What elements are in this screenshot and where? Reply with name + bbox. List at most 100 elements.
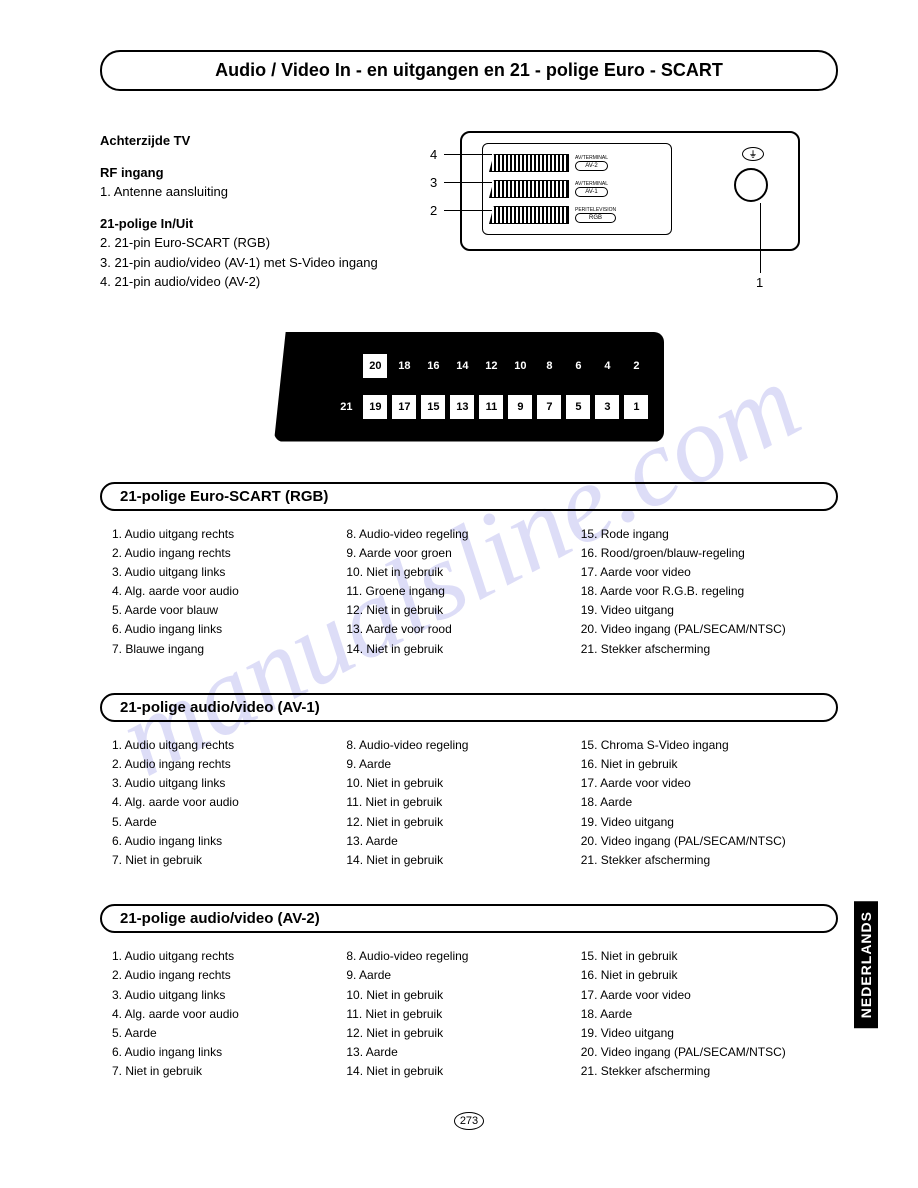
list-item: 14. Niet in gebruik bbox=[346, 640, 550, 659]
list-item: 18. Aarde voor R.G.B. regeling bbox=[581, 582, 826, 601]
pin-2: 2 bbox=[624, 354, 648, 378]
rf-socket-icon bbox=[734, 168, 768, 202]
rf-item: 1. Antenne aansluiting bbox=[100, 182, 380, 202]
scart-pin-area: 20 18 16 14 12 10 8 6 4 2 21 19 17 15 13… bbox=[305, 345, 648, 429]
list-item: 10. Niet in gebruik bbox=[346, 774, 550, 793]
pin-row-top: 20 18 16 14 12 10 8 6 4 2 bbox=[305, 354, 648, 378]
list-item: 10. Niet in gebruik bbox=[346, 986, 550, 1005]
list-item: 12. Niet in gebruik bbox=[346, 1024, 550, 1043]
scart-port-av1: AV/TERMINAL AV-1 bbox=[489, 180, 665, 198]
list-item: 4. Alg. aarde voor audio bbox=[112, 793, 316, 812]
list-item: 21. Stekker afscherming bbox=[581, 1062, 826, 1081]
list-item: 4. Alg. aarde voor audio bbox=[112, 582, 316, 601]
list-item: 19. Video uitgang bbox=[581, 1024, 826, 1043]
list-item: 6. Audio ingang links bbox=[112, 1043, 316, 1062]
rf-heading: RF ingang bbox=[100, 163, 380, 183]
io-item-4: 4. 21-pin audio/video (AV-2) bbox=[100, 272, 380, 292]
lead-3: 3 bbox=[430, 175, 437, 190]
list-item: 5. Aarde voor blauw bbox=[112, 601, 316, 620]
list-item: 13. Aarde bbox=[346, 1043, 550, 1062]
list-item: 15. Chroma S-Video ingang bbox=[581, 736, 826, 755]
pin-21: 21 bbox=[334, 395, 358, 419]
list-item: 7. Niet in gebruik bbox=[112, 1062, 316, 1081]
list-item: 18. Aarde bbox=[581, 1005, 826, 1024]
port-rgb-label: RGB bbox=[575, 213, 616, 223]
list-item: 16. Niet in gebruik bbox=[581, 755, 826, 774]
list-item: 20. Video ingang (PAL/SECAM/NTSC) bbox=[581, 1043, 826, 1062]
pin-11: 11 bbox=[479, 395, 503, 419]
pin-20: 20 bbox=[363, 354, 387, 378]
rf-mark-icon: ⏚ bbox=[742, 147, 764, 161]
section-title-av1: 21-polige audio/video (AV-1) bbox=[100, 693, 838, 722]
page-number-value: 273 bbox=[454, 1112, 484, 1130]
list-item: 6. Audio ingang links bbox=[112, 620, 316, 639]
list-item: 11. Niet in gebruik bbox=[346, 1005, 550, 1024]
list-item: 2. Audio ingang rechts bbox=[112, 755, 316, 774]
pin-15: 15 bbox=[421, 395, 445, 419]
lead-line-1 bbox=[760, 203, 761, 273]
list-item: 8. Audio-video regeling bbox=[346, 736, 550, 755]
pin-4: 4 bbox=[595, 354, 619, 378]
pin-9: 9 bbox=[508, 395, 532, 419]
list-item: 9. Aarde bbox=[346, 966, 550, 985]
list-item: 21. Stekker afscherming bbox=[581, 640, 826, 659]
pin-row-bottom: 21 19 17 15 13 11 9 7 5 3 1 bbox=[305, 395, 648, 419]
list-item: 12. Niet in gebruik bbox=[346, 813, 550, 832]
pin-17: 17 bbox=[392, 395, 416, 419]
list-item: 14. Niet in gebruik bbox=[346, 851, 550, 870]
page-container: Audio / Video In - en uitgangen en 21 - … bbox=[0, 0, 918, 1157]
pin-1: 1 bbox=[624, 395, 648, 419]
pin-list-rgb: 1. Audio uitgang rechts 2. Audio ingang … bbox=[100, 525, 838, 659]
list-item: 9. Aarde bbox=[346, 755, 550, 774]
pin-3: 3 bbox=[595, 395, 619, 419]
pin-list-av2: 1. Audio uitgang rechts 2. Audio ingang … bbox=[100, 947, 838, 1081]
title-box: Audio / Video In - en uitgangen en 21 - … bbox=[100, 50, 838, 91]
scart-shape-icon bbox=[489, 180, 569, 198]
list-item: 1. Audio uitgang rechts bbox=[112, 947, 316, 966]
list-item: 11. Niet in gebruik bbox=[346, 793, 550, 812]
section-title-av2: 21-polige audio/video (AV-2) bbox=[100, 904, 838, 933]
list-item: 10. Niet in gebruik bbox=[346, 563, 550, 582]
page-title: Audio / Video In - en uitgangen en 21 - … bbox=[122, 60, 816, 81]
io-item-3: 3. 21-pin audio/video (AV-1) met S-Video… bbox=[100, 253, 380, 273]
list-item: 1. Audio uitgang rechts bbox=[112, 736, 316, 755]
list-item: 5. Aarde bbox=[112, 813, 316, 832]
list-item: 14. Niet in gebruik bbox=[346, 1062, 550, 1081]
port-av1-label: AV-1 bbox=[575, 187, 608, 197]
lead-4: 4 bbox=[430, 147, 437, 162]
list-item: 5. Aarde bbox=[112, 1024, 316, 1043]
lead-2: 2 bbox=[430, 203, 437, 218]
col: 15. Niet in gebruik 16. Niet in gebruik … bbox=[581, 947, 826, 1081]
list-item: 8. Audio-video regeling bbox=[346, 947, 550, 966]
list-item: 12. Niet in gebruik bbox=[346, 601, 550, 620]
rear-heading: Achterzijde TV bbox=[100, 131, 380, 151]
pin-6: 6 bbox=[566, 354, 590, 378]
io-heading: 21-polige In/Uit bbox=[100, 214, 380, 234]
scart-shape-icon bbox=[489, 154, 569, 172]
pin-18: 18 bbox=[392, 354, 416, 378]
scart-pinout-diagram: 20 18 16 14 12 10 8 6 4 2 21 19 17 15 13… bbox=[274, 332, 664, 442]
port-avterm-0: AV/TERMINAL bbox=[575, 155, 608, 161]
pin-5: 5 bbox=[566, 395, 590, 419]
list-item: 21. Stekker afscherming bbox=[581, 851, 826, 870]
pin-8: 8 bbox=[537, 354, 561, 378]
list-item: 3. Audio uitgang links bbox=[112, 563, 316, 582]
list-item: 7. Blauwe ingang bbox=[112, 640, 316, 659]
pin-10: 10 bbox=[508, 354, 532, 378]
io-item-2: 2. 21-pin Euro-SCART (RGB) bbox=[100, 233, 380, 253]
list-item: 19. Video uitgang bbox=[581, 813, 826, 832]
page-number: 273 bbox=[100, 1115, 838, 1127]
col: 1. Audio uitgang rechts 2. Audio ingang … bbox=[112, 736, 316, 870]
scart-port-rgb: PERITELEVISION RGB bbox=[489, 206, 665, 224]
rear-diagram: 4 3 2 AV/TERMINAL AV-2 bbox=[410, 131, 838, 292]
col: 15. Chroma S-Video ingang 16. Niet in ge… bbox=[581, 736, 826, 870]
list-item: 13. Aarde voor rood bbox=[346, 620, 550, 639]
list-item: 13. Aarde bbox=[346, 832, 550, 851]
list-item: 16. Rood/groen/blauw-regeling bbox=[581, 544, 826, 563]
col: 15. Rode ingang 16. Rood/groen/blauw-reg… bbox=[581, 525, 826, 659]
rear-description: Achterzijde TV RF ingang 1. Antenne aans… bbox=[100, 131, 380, 292]
list-item: 17. Aarde voor video bbox=[581, 986, 826, 1005]
pin-12: 12 bbox=[479, 354, 503, 378]
scart-shape-icon bbox=[489, 206, 569, 224]
list-item: 2. Audio ingang rechts bbox=[112, 544, 316, 563]
